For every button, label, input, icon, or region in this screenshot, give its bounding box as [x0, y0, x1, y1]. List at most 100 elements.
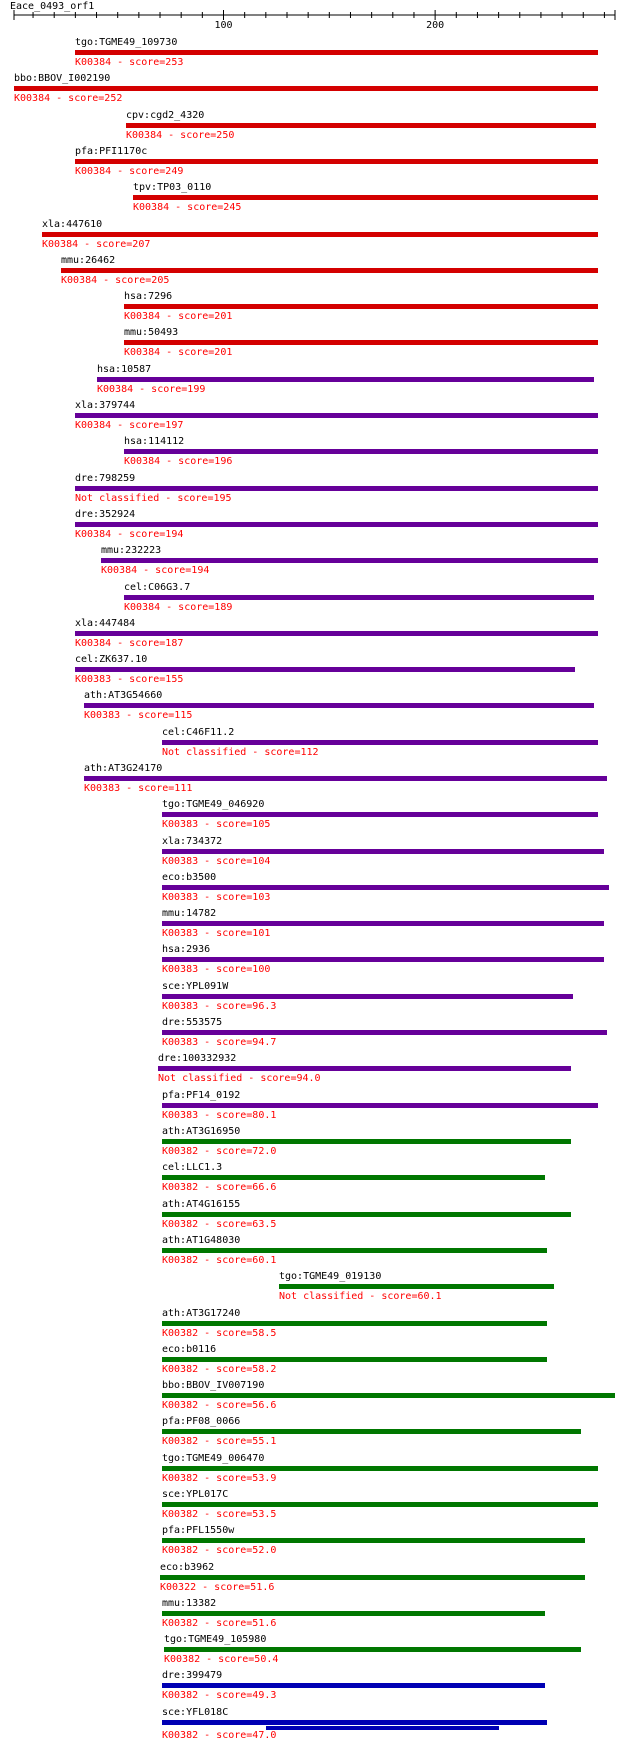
- hit-name[interactable]: eco:b3500: [162, 872, 217, 883]
- hit-name[interactable]: pfa:PF14_0192: [162, 1090, 241, 1101]
- hit-bar[interactable]: [162, 1393, 615, 1398]
- hit-name[interactable]: ath:AT3G16950: [162, 1126, 241, 1137]
- hit-name[interactable]: hsa:2936: [162, 944, 211, 955]
- hit-bar[interactable]: [162, 957, 604, 962]
- hit-bar[interactable]: [124, 449, 598, 454]
- hit-name[interactable]: sce:YPL017C: [162, 1489, 229, 1500]
- hit-bar[interactable]: [126, 123, 596, 128]
- hit-name[interactable]: mmu:13382: [162, 1598, 217, 1609]
- hit-bar[interactable]: [75, 631, 598, 636]
- hit-name[interactable]: pfa:PF08_0066: [162, 1416, 241, 1427]
- hit-name[interactable]: cpv:cgd2_4320: [126, 110, 205, 121]
- hit-name[interactable]: ath:AT3G54660: [84, 690, 163, 701]
- hit-bar[interactable]: [124, 595, 594, 600]
- hit-name[interactable]: hsa:10587: [97, 364, 152, 375]
- hit-bar[interactable]: [42, 232, 598, 237]
- hit-name[interactable]: ath:AT3G17240: [162, 1308, 241, 1319]
- hit-bar[interactable]: [101, 558, 598, 563]
- hit-bar[interactable]: [162, 1212, 571, 1217]
- hit-description: K00382 - score=58.2: [162, 1364, 277, 1375]
- hit-name[interactable]: tgo:TGME49_006470: [162, 1453, 265, 1464]
- hit-bar[interactable]: [162, 1321, 547, 1326]
- hit-bar[interactable]: [97, 377, 594, 382]
- hit-name[interactable]: ath:AT3G24170: [84, 763, 163, 774]
- hit-name[interactable]: pfa:PFI1170c: [75, 146, 148, 157]
- hit-name[interactable]: dre:553575: [162, 1017, 223, 1028]
- hit-name[interactable]: tpv:TP03_0110: [133, 182, 212, 193]
- hit-name[interactable]: cel:ZK637.10: [75, 654, 148, 665]
- hit-bar[interactable]: [162, 740, 598, 745]
- hit-name[interactable]: dre:352924: [75, 509, 136, 520]
- hit-description: K00383 - score=115: [84, 710, 193, 721]
- hit-bar[interactable]: [162, 885, 609, 890]
- hit-name[interactable]: tgo:TGME49_046920: [162, 799, 265, 810]
- hit-name[interactable]: tgo:TGME49_109730: [75, 37, 178, 48]
- hit-description: K00384 - score=189: [124, 602, 233, 613]
- hit-bar[interactable]: [84, 703, 594, 708]
- hit-name[interactable]: hsa:7296: [124, 291, 173, 302]
- hit-name[interactable]: mmu:50493: [124, 327, 179, 338]
- hit-description: K00382 - score=58.5: [162, 1328, 277, 1339]
- hit-name[interactable]: mmu:14782: [162, 908, 217, 919]
- hit-bar[interactable]: [162, 1429, 581, 1434]
- hit-name[interactable]: bbo:BBOV_IV007190: [162, 1380, 265, 1391]
- hit-bar[interactable]: [162, 812, 598, 817]
- hit-name[interactable]: dre:399479: [162, 1670, 223, 1681]
- hit-name[interactable]: hsa:114112: [124, 436, 185, 447]
- hit-name[interactable]: mmu:26462: [61, 255, 116, 266]
- hit-bar[interactable]: [160, 1575, 585, 1580]
- hit-bar[interactable]: [162, 1466, 598, 1471]
- hit-name[interactable]: xla:447484: [75, 618, 136, 629]
- hit-bar[interactable]: [164, 1647, 581, 1652]
- hit-name[interactable]: eco:b0116: [162, 1344, 217, 1355]
- hit-name[interactable]: tgo:TGME49_019130: [279, 1271, 382, 1282]
- hit-name[interactable]: cel:C06G3.7: [124, 582, 191, 593]
- hit-bar[interactable]: [124, 340, 598, 345]
- hit-bar[interactable]: [162, 1175, 545, 1180]
- hit-name[interactable]: xla:379744: [75, 400, 136, 411]
- hit-name[interactable]: xla:447610: [42, 219, 103, 230]
- hit-bar[interactable]: [162, 1683, 545, 1688]
- hit-bar[interactable]: [61, 268, 598, 273]
- hit-name[interactable]: pfa:PFL1550w: [162, 1525, 235, 1536]
- hit-bar[interactable]: [162, 1611, 545, 1616]
- hit-name[interactable]: cel:LLC1.3: [162, 1162, 223, 1173]
- hit-bar[interactable]: [162, 1139, 571, 1144]
- hit-bar[interactable]: [162, 1357, 547, 1362]
- hit-bar[interactable]: [162, 1538, 585, 1543]
- hit-bar[interactable]: [162, 1103, 598, 1108]
- hit-bar[interactable]: [133, 195, 598, 200]
- hit-bar[interactable]: [75, 413, 598, 418]
- hit-name[interactable]: xla:734372: [162, 836, 223, 847]
- hit-name[interactable]: ath:AT4G16155: [162, 1199, 241, 1210]
- hit-bar[interactable]: [162, 1030, 607, 1035]
- hit-bar[interactable]: [162, 1720, 547, 1725]
- hit-bar[interactable]: [14, 86, 598, 91]
- hit-name[interactable]: dre:798259: [75, 473, 136, 484]
- hit-bar[interactable]: [158, 1066, 571, 1071]
- hit-name[interactable]: sce:YPL091W: [162, 981, 229, 992]
- hit-description: K00382 - score=72.0: [162, 1146, 277, 1157]
- hit-bar[interactable]: [162, 1502, 598, 1507]
- hit-bar[interactable]: [75, 486, 598, 491]
- hit-bar[interactable]: [75, 159, 598, 164]
- hit-name[interactable]: dre:100332932: [158, 1053, 237, 1064]
- hit-name[interactable]: eco:b3962: [160, 1562, 215, 1573]
- hit-name[interactable]: sce:YFL018C: [162, 1707, 229, 1718]
- hit-bar[interactable]: [162, 1248, 547, 1253]
- hit-bar[interactable]: [84, 776, 607, 781]
- hit-bar[interactable]: [162, 994, 573, 999]
- hit-bar[interactable]: [75, 667, 575, 672]
- hit-name[interactable]: mmu:232223: [101, 545, 162, 556]
- hit-name[interactable]: tgo:TGME49_105980: [164, 1634, 267, 1645]
- hit-bar[interactable]: [279, 1284, 554, 1289]
- hit-bar[interactable]: [162, 849, 604, 854]
- hit-bar[interactable]: [124, 304, 598, 309]
- hit-bar[interactable]: [75, 50, 598, 55]
- hit-bar[interactable]: [75, 522, 598, 527]
- hit-bar-secondary[interactable]: [266, 1726, 499, 1730]
- hit-bar[interactable]: [162, 921, 604, 926]
- hit-name[interactable]: bbo:BBOV_I002190: [14, 73, 111, 84]
- hit-name[interactable]: ath:AT1G48030: [162, 1235, 241, 1246]
- hit-name[interactable]: cel:C46F11.2: [162, 727, 235, 738]
